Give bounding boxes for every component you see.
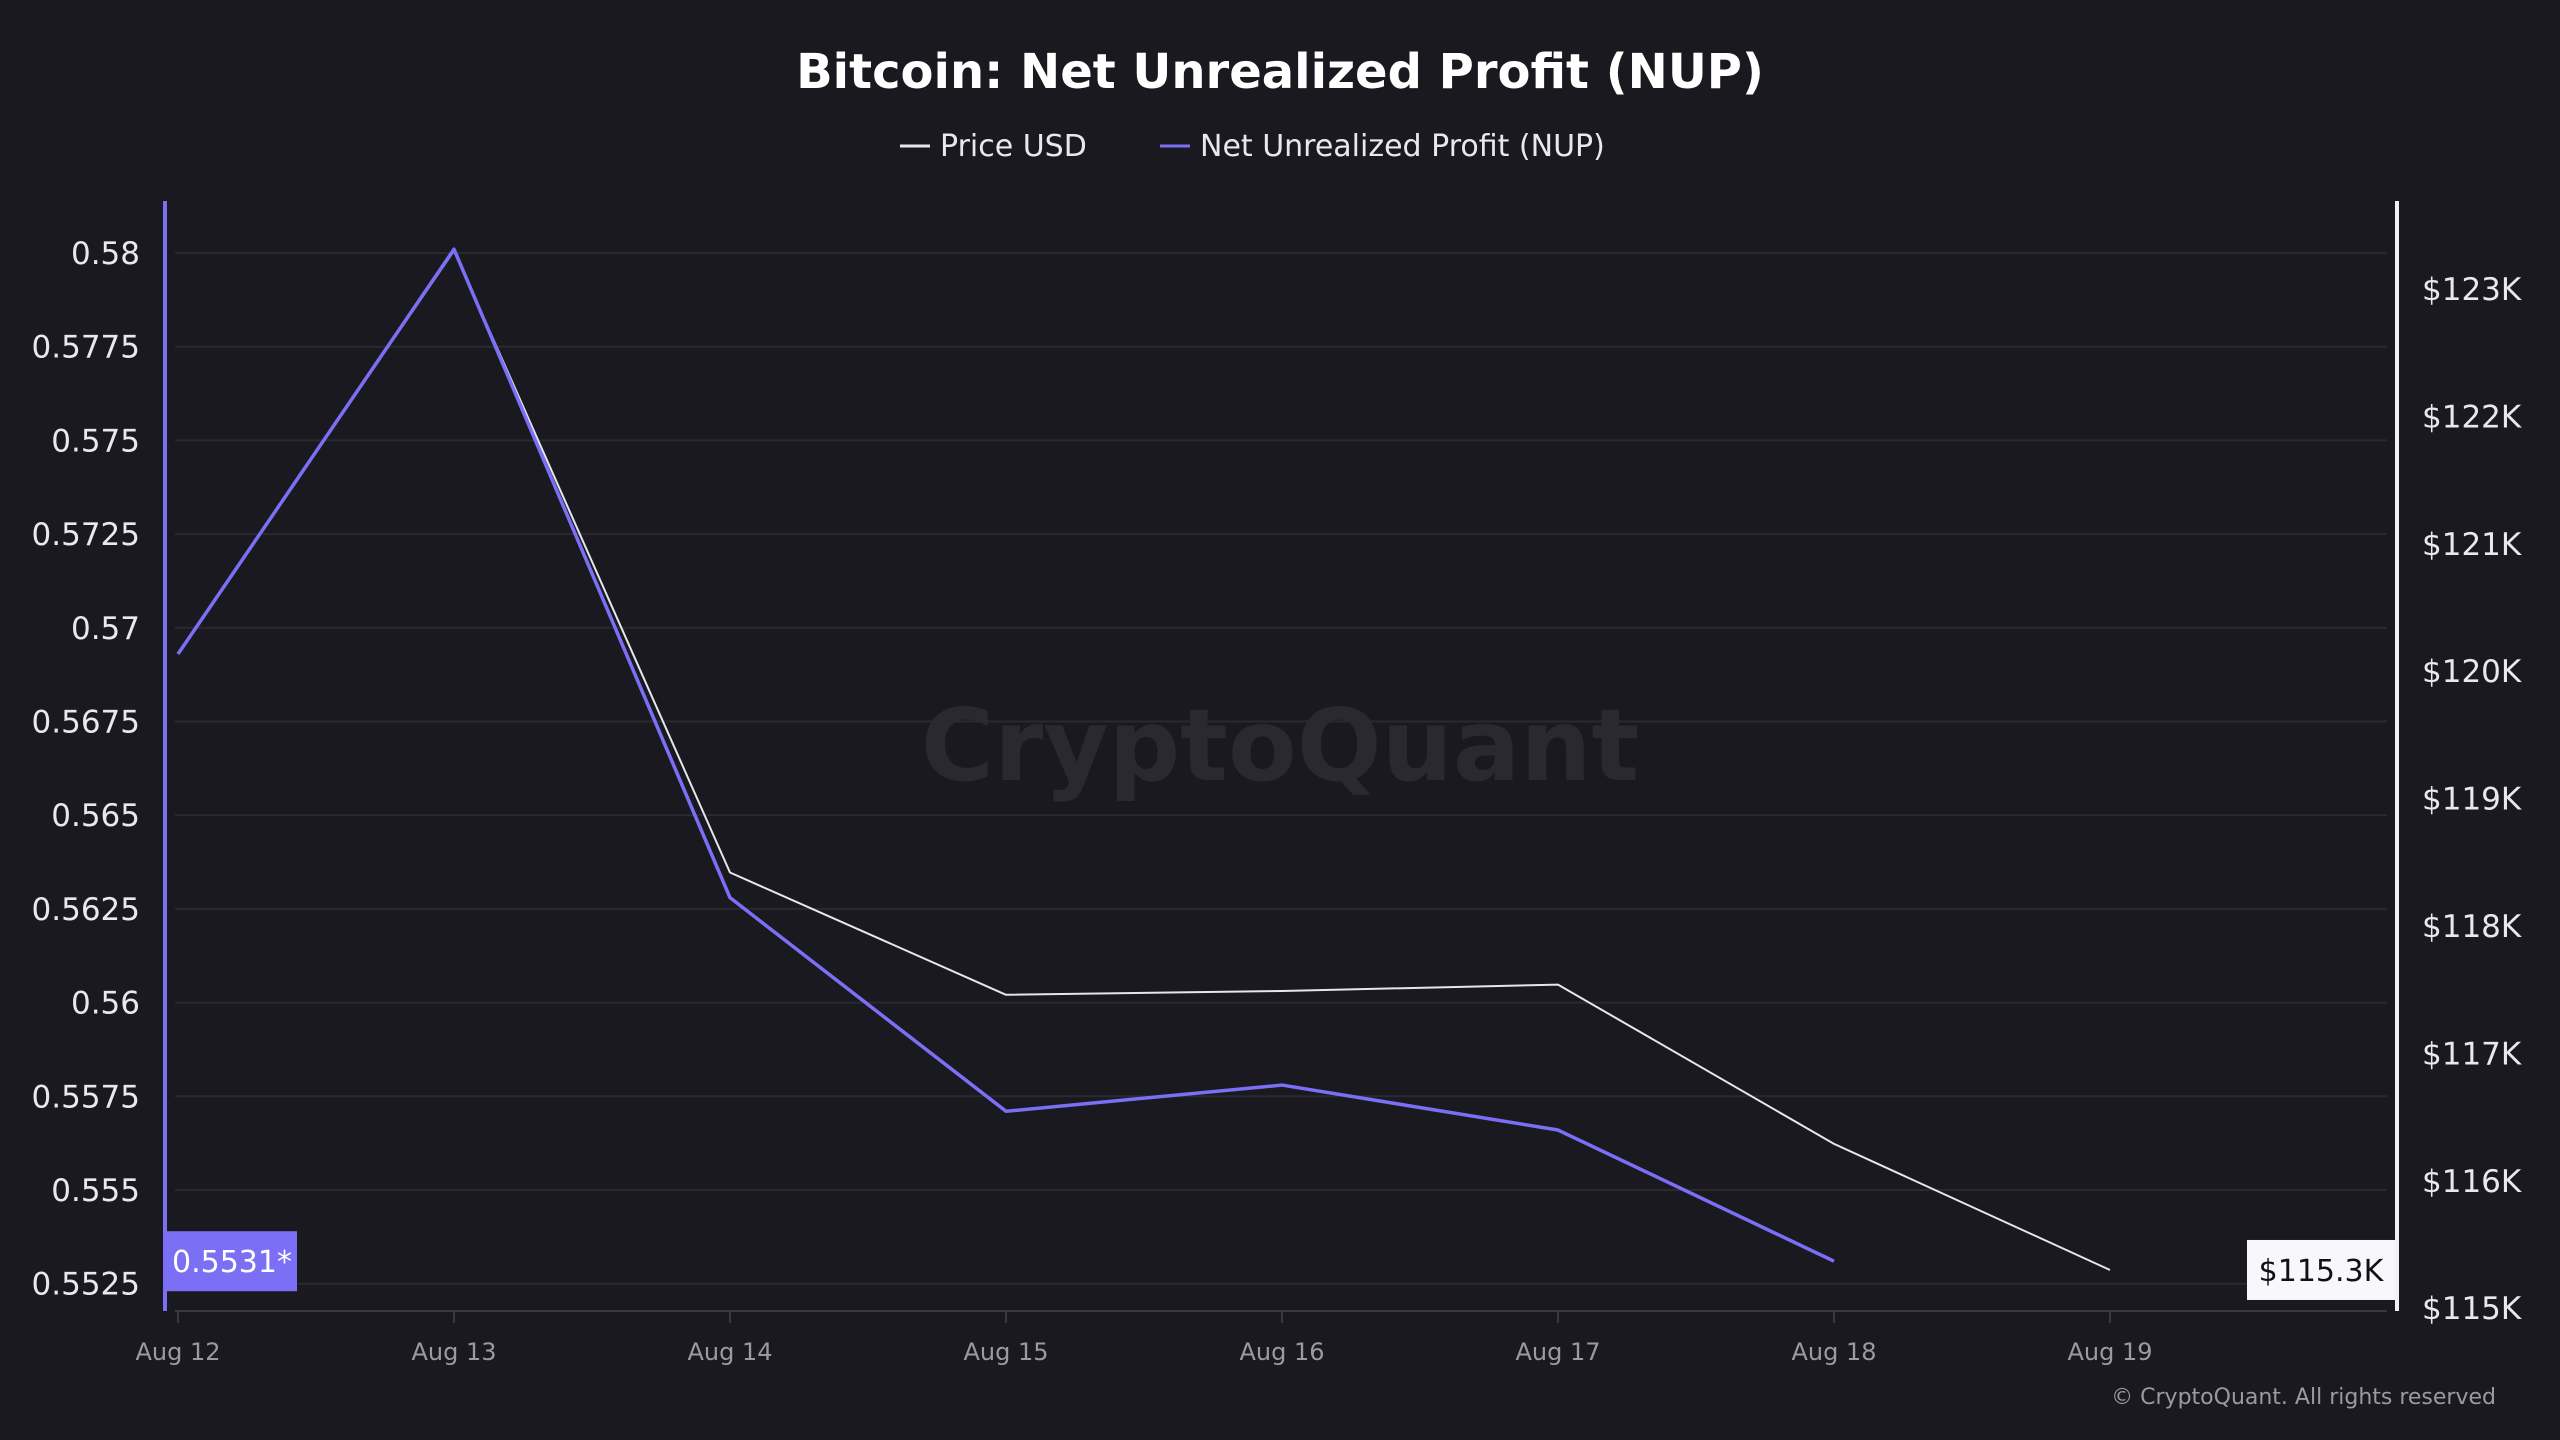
right-tick-label: $122K xyxy=(2422,399,2522,435)
right-tick-label: $123K xyxy=(2422,272,2522,308)
left-tick-label: 0.58 xyxy=(71,236,140,272)
right-tick-label: $119K xyxy=(2422,782,2522,818)
right-tick-label: $121K xyxy=(2422,527,2522,563)
right-tick-label: $115K xyxy=(2422,1291,2522,1327)
left-tick-label: 0.5525 xyxy=(32,1267,140,1303)
x-tick-label: Aug 13 xyxy=(411,1338,496,1366)
legend: Price USD Net Unrealized Profit (NUP) xyxy=(900,129,1605,164)
right-tick-label: $116K xyxy=(2422,1164,2522,1200)
legend-label: Price USD xyxy=(940,129,1087,164)
left-tick-label: 0.5675 xyxy=(32,705,140,741)
x-tick-label: Aug 16 xyxy=(1239,1338,1324,1366)
right-tick-label: $120K xyxy=(2422,654,2522,690)
left-tick-label: 0.5775 xyxy=(32,330,140,366)
series-line-nup xyxy=(176,247,1835,1263)
legend-label: Net Unrealized Profit (NUP) xyxy=(1200,129,1605,164)
current-price-label: $115.3K xyxy=(2259,1254,2385,1289)
right-tick-label: $117K xyxy=(2422,1036,2522,1072)
footer-copyright: © CryptoQuant. All rights reserved xyxy=(2111,1385,2496,1410)
left-tick-label: 0.5625 xyxy=(32,892,140,928)
left-tick-label: 0.575 xyxy=(51,423,140,459)
left-tick-label: 0.5575 xyxy=(32,1079,140,1115)
current-nup-label: 0.5531* xyxy=(172,1245,292,1280)
left-tick-label: 0.555 xyxy=(51,1173,140,1209)
current-nup-badge xyxy=(167,1231,297,1292)
x-tick-label: Aug 17 xyxy=(1515,1338,1600,1366)
x-tick-label: Aug 19 xyxy=(2067,1338,2152,1366)
x-tick-label: Aug 18 xyxy=(1791,1338,1876,1366)
left-tick-label: 0.565 xyxy=(51,798,140,834)
left-tick-label: 0.57 xyxy=(71,611,140,647)
watermark: CryptoQuant xyxy=(921,687,1640,804)
chart-title: Bitcoin: Net Unrealized Profit (NUP) xyxy=(796,44,1764,100)
left-tick-label: 0.5725 xyxy=(32,517,140,553)
current-price-badge xyxy=(2247,1239,2395,1300)
x-tick-label: Aug 15 xyxy=(963,1338,1048,1366)
right-tick-label: $118K xyxy=(2422,909,2522,945)
x-tick-label: Aug 14 xyxy=(687,1338,772,1366)
x-tick-label: Aug 12 xyxy=(135,1338,220,1366)
left-tick-label: 0.56 xyxy=(71,986,140,1022)
